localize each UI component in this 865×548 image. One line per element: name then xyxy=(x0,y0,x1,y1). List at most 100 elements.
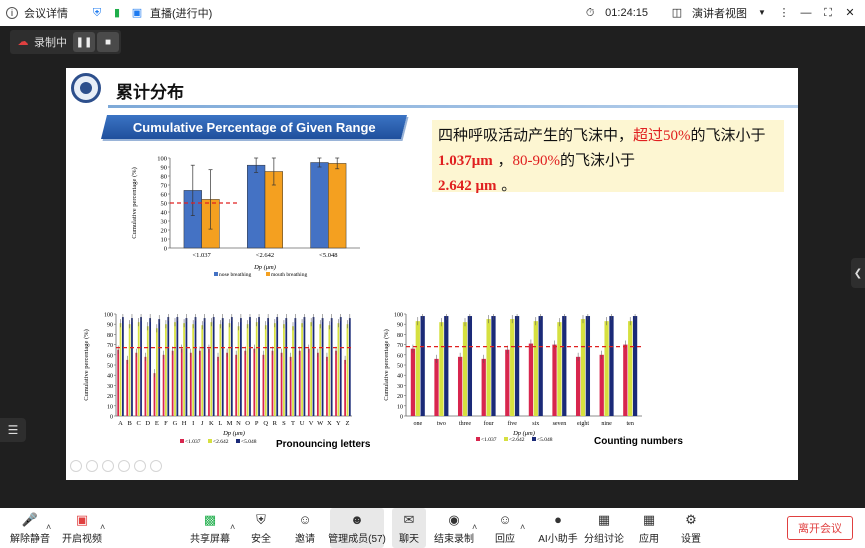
expand-panel-tab[interactable]: ❮ xyxy=(851,258,865,288)
clock-icon: ⏱ xyxy=(585,7,595,19)
bar xyxy=(505,349,510,416)
x-tick-label: A xyxy=(118,420,123,427)
meeting-info-link[interactable]: 会议详情 xyxy=(24,8,68,20)
settings-button[interactable]: ⚙ 设置 xyxy=(676,508,706,548)
bar xyxy=(155,328,158,416)
bar xyxy=(212,317,215,416)
signal-icon[interactable]: ▮ xyxy=(113,7,121,19)
layout-icon[interactable]: ◫ xyxy=(671,7,683,19)
bar xyxy=(194,317,197,416)
unmute-button[interactable]: 🎤 解除静音 xyxy=(8,508,52,548)
bar xyxy=(289,356,292,416)
chevron-up-icon[interactable]: ˄ xyxy=(230,522,236,532)
manage-members-button[interactable]: ☻ 管理成员(57) xyxy=(328,508,386,548)
live-status[interactable]: 直播(进行中) xyxy=(150,8,213,20)
slide-nav-controls[interactable] xyxy=(70,460,162,472)
bar xyxy=(221,318,224,416)
bar xyxy=(126,359,129,416)
bar xyxy=(226,352,228,416)
next-icon[interactable] xyxy=(86,460,98,472)
bar xyxy=(294,318,297,416)
apps-button[interactable]: ▦ 应用 xyxy=(634,508,664,548)
bar xyxy=(346,324,349,416)
y-tick-label: 50 xyxy=(107,364,113,370)
end-recording-button[interactable]: ◉ 结束录制 xyxy=(434,508,474,548)
share-screen-icon: ▩ xyxy=(203,512,217,527)
bar xyxy=(255,322,258,416)
bar xyxy=(510,319,515,416)
more-options-icon[interactable] xyxy=(150,460,162,472)
invite-button[interactable]: ☺ 邀请 xyxy=(288,508,322,548)
y-tick-label: 40 xyxy=(161,210,168,217)
chevron-up-icon[interactable]: ˄ xyxy=(46,522,52,532)
note-text-10: 。 xyxy=(496,176,517,194)
start-video-button[interactable]: ▣ 开启视频 xyxy=(60,508,104,548)
info-icon[interactable]: i xyxy=(6,7,18,19)
bar xyxy=(316,352,319,416)
bar xyxy=(174,322,176,416)
leave-meeting-button[interactable]: 离开会议 xyxy=(787,516,853,540)
list-icon[interactable]: ☰ xyxy=(7,423,19,437)
shield-check-icon[interactable]: ⛨ xyxy=(92,7,102,19)
fullscreen-icon[interactable]: ⛶ xyxy=(824,7,832,19)
bar xyxy=(301,323,303,416)
reactions-button[interactable]: ☺ 回应 xyxy=(490,508,520,548)
y-tick-label: 30 xyxy=(397,384,403,390)
chat-label: 聊天 xyxy=(399,534,419,545)
breakout-icon: ▦ xyxy=(597,512,611,527)
share-screen-button[interactable]: ▩ 共享屏幕 xyxy=(188,508,232,548)
security-button[interactable]: ⛨ 安全 xyxy=(244,508,278,548)
legend-label: <2.642 xyxy=(509,437,525,443)
x-tick-label: I xyxy=(192,420,194,427)
meeting-timer: 01:24:15 xyxy=(605,7,648,19)
stop-recording-button[interactable]: ■ xyxy=(97,32,119,52)
chevron-up-icon[interactable]: ˄ xyxy=(520,522,526,532)
y-tick-label: 90 xyxy=(397,323,403,329)
x-tick-label: R xyxy=(273,420,278,427)
emoji-icon: ☺ xyxy=(498,512,512,527)
bar xyxy=(604,321,609,416)
y-tick-label: 20 xyxy=(161,228,168,235)
bar xyxy=(533,321,538,416)
y-tick-label: 20 xyxy=(107,394,113,400)
y-tick-label: 0 xyxy=(400,415,403,421)
legend-swatch xyxy=(236,439,240,443)
chevron-down-icon[interactable]: ▼ xyxy=(758,8,766,17)
close-icon[interactable]: ✕ xyxy=(845,7,855,19)
title-underline xyxy=(108,105,798,108)
y-tick-label: 10 xyxy=(107,404,113,410)
view-mode-menu[interactable]: 演讲者视图 xyxy=(692,8,747,20)
chevron-up-icon[interactable]: ˄ xyxy=(100,522,106,532)
bar xyxy=(165,324,167,416)
bar xyxy=(140,317,142,416)
pen-icon[interactable] xyxy=(102,460,114,472)
bar xyxy=(457,356,463,416)
ai-assistant-button[interactable]: ● AI小助手 xyxy=(538,508,578,548)
chat-button[interactable]: ✉ 聊天 xyxy=(392,508,426,548)
bar xyxy=(557,322,562,416)
y-tick-label: 30 xyxy=(161,219,168,226)
x-tick-label: nine xyxy=(601,421,612,427)
prev-icon[interactable] xyxy=(70,460,82,472)
legend-label: <5.048 xyxy=(537,437,553,443)
bar xyxy=(237,326,240,416)
list-menu-button[interactable]: ☰ xyxy=(0,418,26,442)
x-axis-label: Dp (μm) xyxy=(222,430,245,437)
bar xyxy=(198,350,201,416)
bar xyxy=(410,348,416,416)
chevron-up-icon[interactable]: ˄ xyxy=(472,522,478,532)
chevron-left-icon[interactable]: ❮ xyxy=(853,267,863,279)
bar xyxy=(146,326,149,416)
bar xyxy=(444,316,449,416)
slides-icon[interactable] xyxy=(118,460,130,472)
zoom-icon[interactable] xyxy=(134,460,146,472)
x-tick-label: B xyxy=(127,420,132,427)
bar xyxy=(415,321,420,416)
live-icon[interactable]: ▣ xyxy=(131,7,143,19)
meeting-toolbar: 🎤 解除静音 ˄ ▣ 开启视频 ˄ ▩ 共享屏幕 ˄ ⛨ 安全 ☺ 邀请 ☻ 管理成员(57… xyxy=(0,508,865,548)
minimize-icon[interactable]: — xyxy=(800,7,812,19)
bar xyxy=(580,319,586,416)
pause-recording-button[interactable]: ❚❚ xyxy=(73,32,95,52)
more-icon[interactable]: ⋮ xyxy=(778,7,790,19)
breakout-rooms-button[interactable]: ▦ 分组讨论 xyxy=(584,508,624,548)
